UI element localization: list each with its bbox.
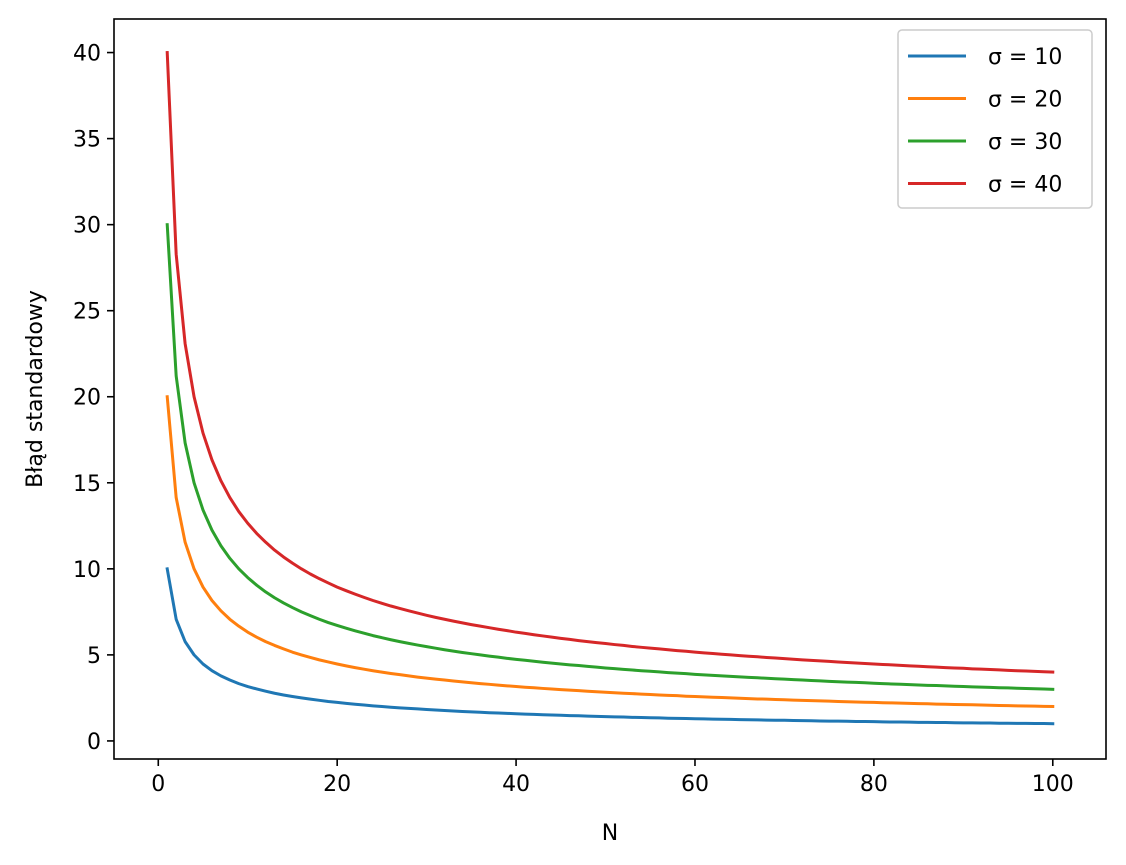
y-tick-label: 30 [73,214,101,239]
x-tick-label: 100 [1032,772,1074,797]
x-tick-label: 80 [860,772,888,797]
y-tick-label: 35 [73,128,101,153]
x-tick-label: 40 [502,772,530,797]
y-tick-label: 15 [73,472,101,497]
series-line-3 [165,223,1055,691]
plot-frame [113,18,1107,760]
legend-label: σ = 10 [988,45,1062,70]
series-line-2 [165,395,1055,709]
legend-label: σ = 20 [988,88,1062,113]
legend-label: σ = 40 [988,173,1062,198]
legend-box [897,29,1093,209]
series-line-4 [165,50,1055,674]
x-tick-label: 0 [151,772,165,797]
y-tick-label: 25 [73,300,101,325]
x-axis-ticks: 0 20 40 60 80 100 [151,759,1074,797]
y-axis-ticks: 0 5 10 15 20 25 30 35 40 [73,42,114,755]
legend: σ = 10 σ = 20 σ = 30 σ = 40 [897,29,1093,209]
x-tick-label: 60 [681,772,709,797]
y-tick-label: 0 [87,730,101,755]
x-tick-label: 20 [323,772,351,797]
legend-label: σ = 30 [988,130,1062,155]
y-tick-label: 40 [73,42,101,67]
series-layer [165,50,1055,726]
y-tick-label: 20 [73,386,101,411]
x-axis-label: N [602,821,618,846]
y-tick-label: 10 [73,558,101,583]
y-tick-label: 5 [87,644,101,669]
series-line-1 [165,567,1055,726]
y-axis-label: Błąd standardowy [23,290,48,488]
